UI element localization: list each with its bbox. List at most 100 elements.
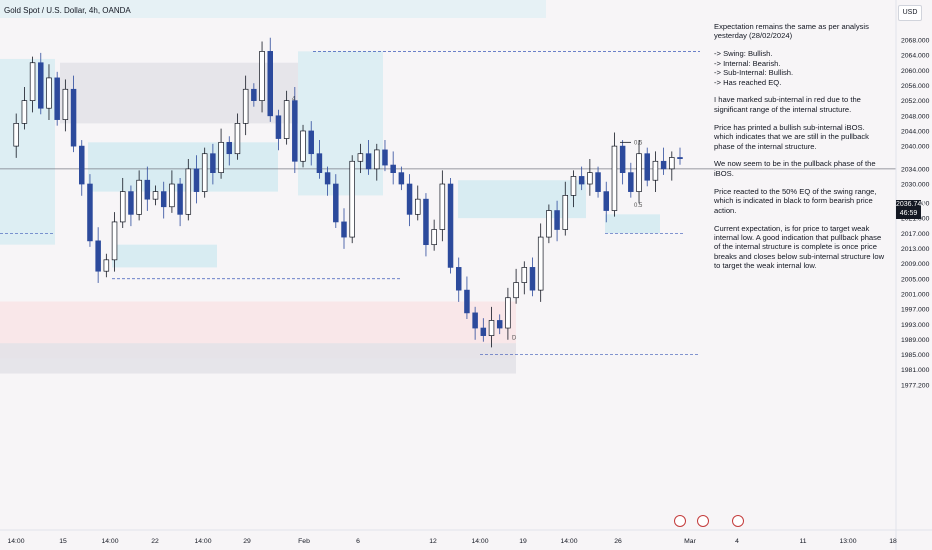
y-tick-label: 2030.000 xyxy=(901,182,930,189)
candle-up[interactable] xyxy=(488,320,495,336)
candle-down[interactable] xyxy=(54,77,60,120)
candle-down[interactable] xyxy=(324,172,331,185)
candle-down[interactable] xyxy=(341,221,347,238)
candle-down[interactable] xyxy=(70,88,77,147)
candle-up[interactable] xyxy=(374,149,380,170)
candle-up[interactable] xyxy=(201,153,208,192)
candle-up[interactable] xyxy=(513,282,519,299)
candle-up[interactable] xyxy=(218,141,224,174)
zone-blue xyxy=(112,244,217,268)
economic-event-icon[interactable] xyxy=(697,515,709,527)
candle-up[interactable] xyxy=(136,179,142,215)
candle-down[interactable] xyxy=(251,88,257,101)
candle-up[interactable] xyxy=(111,221,118,261)
candle-down[interactable] xyxy=(333,183,339,223)
candle-down[interactable] xyxy=(628,172,634,192)
y-tick-label: 2056.000 xyxy=(901,83,930,90)
candle-down[interactable] xyxy=(644,153,650,181)
y-tick-label: 1985.000 xyxy=(901,352,930,359)
currency-button[interactable]: USD xyxy=(898,5,922,21)
candle-down[interactable] xyxy=(554,210,560,230)
zone-gray xyxy=(0,343,516,374)
candle-down[interactable] xyxy=(447,183,454,268)
candle-up[interactable] xyxy=(546,210,552,238)
candle-up[interactable] xyxy=(119,191,126,223)
y-tick-label: 2013.000 xyxy=(901,246,930,253)
x-tick-label: 12 xyxy=(429,538,437,545)
price-value: 2036.745 xyxy=(896,201,926,208)
candle-down[interactable] xyxy=(193,168,200,192)
candle-up[interactable] xyxy=(21,100,28,124)
candle-down[interactable] xyxy=(480,327,487,336)
candle-up[interactable] xyxy=(521,267,528,283)
y-tick-label: 1981.000 xyxy=(901,367,930,374)
candle-up[interactable] xyxy=(636,153,642,192)
candle-up[interactable] xyxy=(259,51,265,101)
candle-down[interactable] xyxy=(79,145,85,185)
candle-down[interactable] xyxy=(160,191,167,208)
x-tick-label: 19 xyxy=(519,538,527,545)
candle-down[interactable] xyxy=(365,153,372,170)
candle-up[interactable] xyxy=(570,176,577,196)
candle-up[interactable] xyxy=(62,88,69,120)
candle-down[interactable] xyxy=(595,172,601,192)
candle-up[interactable] xyxy=(46,77,52,109)
candle-down[interactable] xyxy=(406,183,413,215)
candle-down[interactable] xyxy=(496,320,503,329)
candle-down[interactable] xyxy=(603,191,609,211)
candle-up[interactable] xyxy=(283,100,290,139)
candle-up[interactable] xyxy=(103,259,110,272)
candle-down[interactable] xyxy=(423,198,429,246)
symbol-title: Gold Spot / U.S. Dollar, 4h, OANDA xyxy=(4,6,131,15)
candle-up[interactable] xyxy=(652,160,659,181)
candle-down[interactable] xyxy=(464,289,470,314)
candle-down[interactable] xyxy=(308,130,314,155)
candle-down[interactable] xyxy=(578,176,585,185)
candle-down[interactable] xyxy=(292,100,298,162)
candle-up[interactable] xyxy=(152,191,159,200)
candle-down[interactable] xyxy=(660,160,667,170)
candle-up[interactable] xyxy=(234,123,241,155)
candle-down[interactable] xyxy=(316,153,323,173)
candle-up[interactable] xyxy=(587,172,593,185)
candle-up[interactable] xyxy=(415,198,421,215)
candle-down[interactable] xyxy=(95,240,101,272)
candle-up[interactable] xyxy=(300,130,306,162)
candle-down[interactable] xyxy=(128,191,134,215)
economic-event-icon[interactable] xyxy=(732,515,744,527)
candle-up[interactable] xyxy=(357,153,364,162)
candle-up[interactable] xyxy=(669,157,675,170)
candle-down[interactable] xyxy=(275,115,282,139)
economic-event-icon[interactable] xyxy=(674,515,686,527)
candle-down[interactable] xyxy=(472,312,478,329)
candle-up[interactable] xyxy=(169,183,175,208)
candle-down[interactable] xyxy=(529,267,536,291)
candle-up[interactable] xyxy=(29,62,36,101)
candle-down[interactable] xyxy=(390,164,396,174)
candle-up[interactable] xyxy=(349,160,355,238)
candle-up[interactable] xyxy=(242,88,249,124)
candle-up[interactable] xyxy=(431,229,437,246)
candle-down[interactable] xyxy=(177,183,183,215)
candle-up[interactable] xyxy=(611,145,618,211)
candle-down[interactable] xyxy=(619,145,626,173)
candle-up[interactable] xyxy=(562,195,569,230)
x-tick-label: 15 xyxy=(59,538,67,545)
candle-down[interactable] xyxy=(38,62,44,109)
candle-down[interactable] xyxy=(144,179,151,200)
candle-down[interactable] xyxy=(382,149,388,166)
candle-down[interactable] xyxy=(267,51,273,117)
candle-up[interactable] xyxy=(185,168,192,215)
candle-down[interactable] xyxy=(398,172,405,185)
candle-down[interactable] xyxy=(677,157,683,159)
candle-down[interactable] xyxy=(87,183,93,242)
candle-down[interactable] xyxy=(455,267,462,291)
candle-down[interactable] xyxy=(210,153,216,173)
candle-up[interactable] xyxy=(537,236,544,291)
candle-down[interactable] xyxy=(226,141,233,155)
candle-up[interactable] xyxy=(13,123,19,147)
candle-up[interactable] xyxy=(505,297,511,329)
candle-up[interactable] xyxy=(439,183,446,230)
x-tick-label: 14:00 xyxy=(194,538,211,545)
